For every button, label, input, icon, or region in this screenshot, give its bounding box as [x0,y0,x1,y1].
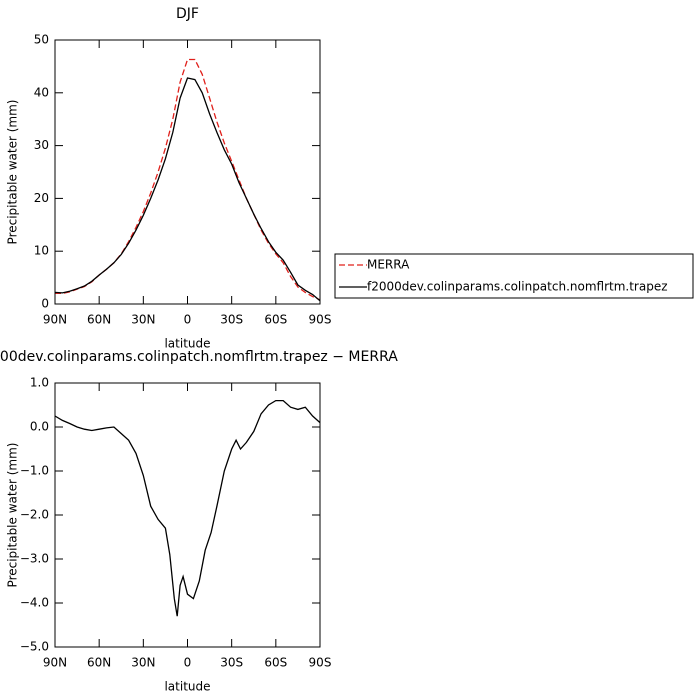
y-tick-label: −5.0 [20,640,49,654]
y-tick-label: −2.0 [20,508,49,522]
panel: DJF latitude Precipitable water (mm) 90N 60N… [6,6,694,351]
y-tick-label: −1.0 [20,464,49,478]
x-tick-label: 90N [43,313,67,327]
x-tick-label: 30S [220,656,243,670]
y-tick-label: 0 [41,297,49,311]
y-tick-label: 10 [34,244,49,258]
x-axis-label: latitude [164,337,210,351]
x-tick-label: 30N [131,313,155,327]
x-tick-label: 60S [264,313,287,327]
legend-label: MERRA [367,258,410,272]
x-tick-label: 60N [87,313,111,327]
data-line [55,58,321,301]
panel-title: f2000dev.colinparams.colinpatch.nomflrtm… [0,349,398,365]
panel: f2000dev.colinparams.colinpatch.nomflrtm… [0,349,398,694]
y-tick-label: −4.0 [20,596,49,610]
x-tick-label: 60S [264,656,287,670]
plot-frame [54,39,321,305]
y-axis-label: Precipitable water (mm) [6,100,20,245]
y-axis-label: Precipitable water (mm) [6,443,20,588]
y-tick-label: −3.0 [20,552,49,566]
y-tick-label: 30 [34,138,49,152]
x-tick-label: 90S [309,313,332,327]
x-tick-label: 30N [131,656,155,670]
x-tick-label: 30S [220,313,243,327]
x-tick-label: 0 [184,656,192,670]
legend-label: f2000dev.colinparams.colinpatch.nomflrtm… [367,280,668,294]
y-tick-label: 20 [34,191,49,205]
x-tick-label: 90N [43,656,67,670]
panel-title: DJF [176,6,199,22]
y-tick-label: 1.0 [30,376,49,390]
y-tick-label: 50 [34,33,49,47]
x-tick-label: 60N [87,656,111,670]
data-line [54,77,321,302]
data-line [54,399,321,617]
y-tick-label: 40 [34,85,49,99]
x-tick-label: 90S [309,656,332,670]
legend-box [334,253,694,299]
plot-frame [54,382,321,648]
x-axis-label: latitude [164,680,210,694]
legend: MERRA f2000dev.colinparams.colinpatch.nom… [334,253,694,299]
x-tick-label: 0 [184,313,192,327]
y-tick-label: 0.0 [30,420,49,434]
